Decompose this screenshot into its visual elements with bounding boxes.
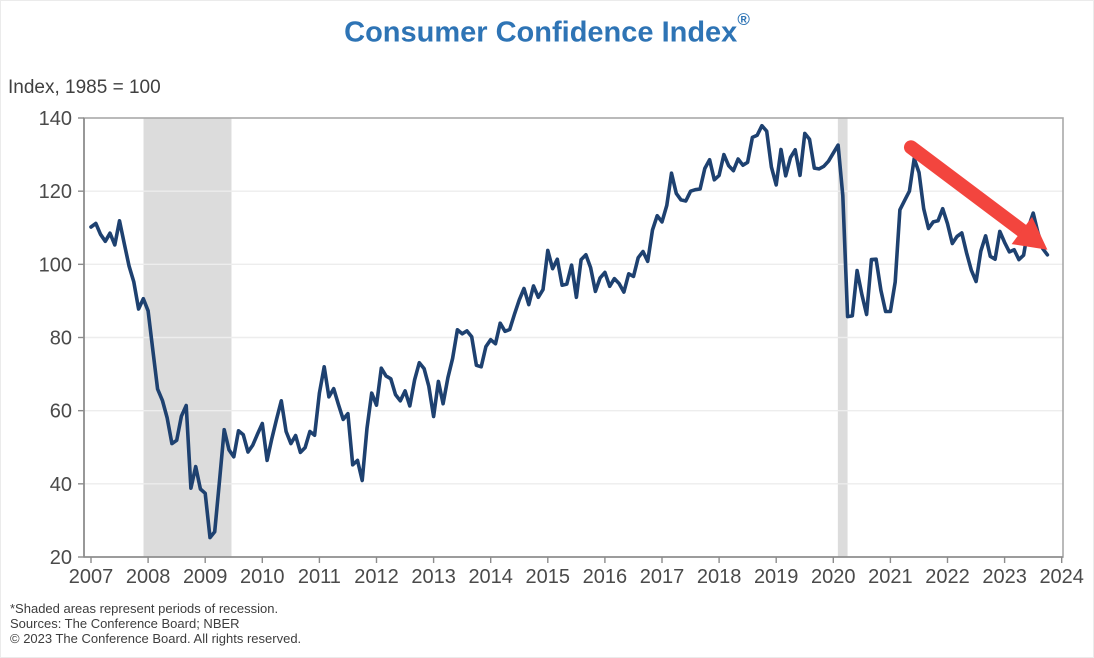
x-tick-label: 2009 [183,566,228,588]
footnote-copyright: © 2023 The Conference Board. All rights … [10,631,302,646]
x-tick-label: 2024 [1039,566,1084,588]
trend-arrow-shaft [903,140,1029,238]
x-tick-label: 2007 [69,566,114,588]
y-tick-label: 140 [39,108,72,130]
footnote-recession: *Shaded areas represent periods of reces… [10,601,279,616]
x-tick-label: 2012 [354,566,399,588]
y-tick-label: 60 [50,401,72,423]
chart-title-text: Consumer Confidence Index [344,16,738,49]
x-tick-label: 2010 [240,566,285,588]
x-tick-label: 2017 [640,566,685,588]
trend-arrow-head [1011,216,1048,250]
y-tick-label: 40 [50,474,72,496]
y-tick-label: 120 [39,181,72,203]
x-tick-label: 2023 [982,566,1027,588]
footnote-sources: Sources: The Conference Board; NBER [10,616,240,631]
x-tick-label: 2011 [298,566,341,588]
footnotes: *Shaded areas represent periods of reces… [10,601,301,646]
registered-trademark-symbol: ® [737,10,750,29]
chart-title: Consumer Confidence Index® [0,10,1094,50]
x-tick-label: 2022 [925,566,970,588]
y-tick-label: 80 [50,328,72,350]
y-tick-label: 100 [39,254,72,276]
confidence-line [89,123,1050,540]
x-tick-label: 2019 [754,566,799,588]
y-axis-unit-label: Index, 1985 = 100 [8,77,161,98]
x-tick-label: 2020 [811,566,856,588]
x-tick-label: 2015 [526,566,571,588]
x-tick-label: 2013 [411,566,456,588]
y-tick-label: 20 [50,547,72,569]
x-tick-label: 2014 [468,566,513,588]
x-tick-label: 2016 [583,566,628,588]
x-tick-label: 2018 [697,566,742,588]
x-tick-label: 2021 [868,566,913,588]
x-tick-label: 2008 [126,566,171,588]
